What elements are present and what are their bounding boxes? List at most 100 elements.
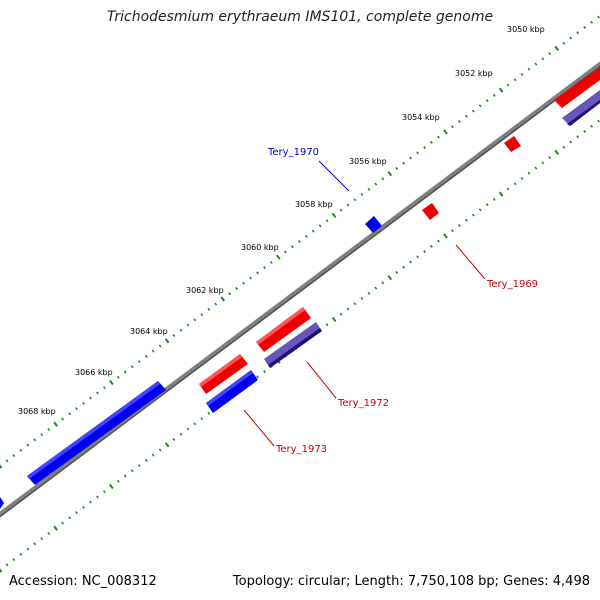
inner-scale-tick: [68, 516, 71, 520]
gene-tery-1973[interactable]: [206, 370, 258, 413]
outer-scale-tick: [346, 203, 350, 207]
outer-scale-tick: [164, 338, 170, 344]
gene-label-tery-1972[interactable]: Tery_1972: [337, 398, 389, 409]
outer-scale-tick: [68, 412, 71, 416]
inner-scale-tick: [40, 537, 44, 541]
inner-scale-tick: [554, 149, 560, 155]
outer-scale-tick: [367, 187, 371, 191]
tick-label-3060: 3060 kbp: [241, 243, 279, 252]
inner-scale-tick: [263, 370, 266, 374]
tick-label-3064: 3064 kbp: [130, 327, 168, 336]
inner-scale-tick: [520, 177, 524, 180]
inner-scale-tick: [451, 229, 454, 233]
gene-highlight-purple[interactable]: [264, 322, 322, 368]
outer-scale-tick: [200, 313, 204, 317]
outer-scale-tick: [193, 318, 197, 322]
inner-scale-tick: [562, 145, 566, 149]
inner-scale-tick: [346, 307, 350, 311]
gene-forward-red-topright[interactable]: [554, 67, 600, 108]
inner-scale-tick: [506, 187, 510, 191]
inner-scale-tick: [82, 505, 85, 509]
outer-scale-tick: [339, 208, 343, 212]
gene-forward-red-small[interactable]: [504, 136, 521, 152]
outer-scale-tick: [311, 229, 315, 233]
inner-scale-tick: [471, 213, 475, 217]
gene-highlight-purple-topright[interactable]: [562, 90, 600, 126]
tick-label-3066: 3066 kbp: [75, 368, 113, 377]
outer-scale-tick: [325, 219, 329, 223]
outer-scale-tick: [26, 443, 30, 447]
gene-forward-red-a[interactable]: [199, 354, 248, 394]
gene-tery-1972[interactable]: [256, 307, 311, 352]
inner-scale-tick: [75, 511, 78, 515]
inner-scale-tick: [158, 448, 162, 452]
outer-scale-tick: [374, 182, 378, 186]
inner-scale-tick: [464, 218, 468, 222]
gene-reverse-edge[interactable]: [0, 497, 4, 509]
inner-scale-tick: [597, 119, 600, 123]
outer-scale-tick: [527, 67, 531, 71]
outer-scale-tick: [423, 146, 426, 150]
outer-scale-tick: [464, 114, 468, 118]
outer-scale-tick: [116, 375, 120, 379]
outer-scale-tick: [158, 344, 162, 348]
gene-label-tery-1973[interactable]: Tery_1973: [275, 444, 327, 455]
outer-scale-tick: [409, 156, 413, 160]
outer-scale-tick: [416, 151, 419, 155]
gene-tery-1973-top: [206, 370, 253, 406]
outer-scale-tick: [457, 120, 461, 123]
outer-scale-tick: [597, 15, 600, 19]
outer-scale-tick: [520, 73, 524, 76]
inner-scale-tick: [437, 239, 440, 243]
outer-scale-tick: [478, 104, 482, 108]
inner-scale-tick: [109, 483, 114, 490]
inner-scale-tick: [144, 458, 148, 462]
outer-scale-tick: [387, 171, 393, 177]
outer-scale-tick: [263, 266, 266, 270]
outer-scale-tick: [0, 464, 3, 469]
outer-scale-tick: [179, 328, 183, 332]
outer-scale-tick: [381, 177, 385, 181]
outer-scale-tick: [109, 379, 114, 386]
inner-scale-tick: [443, 233, 448, 239]
inner-scale-tick: [387, 275, 393, 281]
inner-scale-tick: [569, 140, 573, 144]
inner-scale-tick: [353, 302, 357, 306]
inner-scale-tick: [164, 442, 170, 448]
outer-scale-tick: [283, 250, 287, 254]
outer-scale-tick: [541, 57, 545, 61]
outer-scale-tick: [75, 407, 78, 411]
genome-backbone: [0, 61, 600, 518]
gene-label-tery-1970[interactable]: Tery_1970: [267, 147, 319, 158]
gene-tery-1969[interactable]: [422, 203, 439, 220]
outer-scale-tick: [534, 62, 538, 66]
outer-scale-tick: [186, 323, 190, 327]
gene-reverse-large-top: [27, 381, 160, 479]
inner-scale-tick: [331, 316, 337, 323]
outer-scale-tick: [554, 45, 560, 52]
outer-scale-tick: [290, 245, 294, 249]
outer-scale-tick: [562, 41, 566, 45]
inner-scale-tick: [53, 525, 58, 531]
outer-scale-tick: [96, 391, 99, 395]
outer-scale-tick: [548, 52, 552, 56]
inner-scale-tick: [19, 552, 23, 556]
outer-scale-ticks: [0, 15, 600, 469]
gene-label-tery-1969[interactable]: Tery_1969: [486, 279, 538, 290]
gene-highlight-purple-bottom: [268, 328, 322, 368]
gene-forward-red-a-top: [199, 354, 242, 387]
inner-scale-tick: [200, 417, 204, 421]
outer-scale-tick: [353, 198, 357, 202]
outer-scale-tick: [249, 276, 252, 280]
gene-tery-1970[interactable]: [365, 216, 382, 233]
gene-reverse-large[interactable]: [27, 381, 166, 485]
outer-scale-tick: [40, 433, 44, 437]
inner-scale-tick: [193, 422, 197, 426]
outer-scale-tick: [318, 224, 322, 228]
inner-scale-tick: [256, 375, 259, 379]
inner-scale-tick: [409, 260, 413, 264]
outer-scale-tick: [242, 281, 245, 285]
inner-scale-tick: [381, 281, 385, 285]
inner-scale-tick: [33, 542, 37, 546]
inner-scale-tick: [116, 479, 120, 483]
